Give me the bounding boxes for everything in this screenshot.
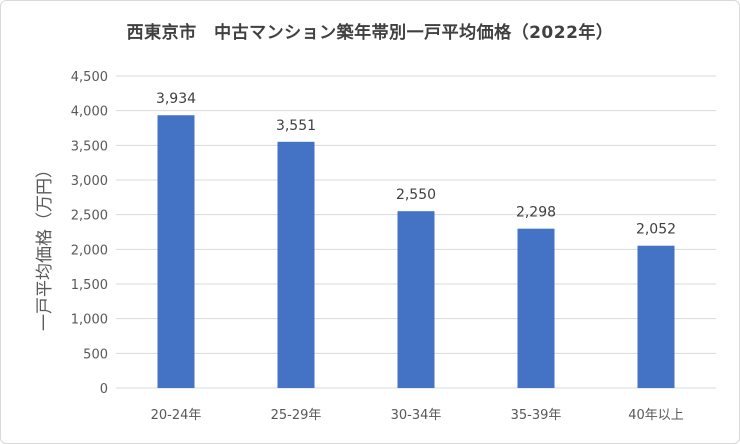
- x-tick-label: 35-39年: [511, 408, 562, 423]
- y-tick-label: 1,500: [71, 278, 108, 293]
- x-tick-label: 20-24年: [151, 408, 202, 423]
- x-tick-label: 40年以上: [628, 408, 684, 423]
- y-tick-label: 2,500: [71, 209, 108, 224]
- x-tick-label: 30-34年: [391, 408, 442, 423]
- data-label: 3,934: [156, 91, 196, 107]
- y-tick-label: 0: [100, 382, 108, 397]
- data-label: 2,550: [396, 187, 436, 203]
- y-tick-label: 2,000: [71, 243, 108, 258]
- bar: [277, 141, 315, 388]
- x-tick-label: 25-29年: [271, 408, 322, 423]
- bars: [157, 115, 675, 388]
- chart-title: 西東京市 中古マンション築年帯別一戸平均価格（2022年）: [126, 23, 614, 43]
- y-tick-label: 500: [83, 347, 108, 362]
- data-labels: 3,934 3,551 2,550 2,298 2,052: [156, 91, 676, 237]
- y-tick-label: 1,000: [71, 313, 108, 328]
- y-tick-label: 3,500: [71, 139, 108, 154]
- data-label: 2,052: [636, 222, 676, 238]
- bar: [517, 228, 555, 388]
- y-tick-label: 3,000: [71, 174, 108, 189]
- data-label: 2,298: [516, 205, 556, 221]
- y-axis-label: 一戸平均価格（万円）: [35, 161, 55, 331]
- x-axis-ticks: 20-24年 25-29年 30-34年 35-39年 40年以上: [151, 408, 684, 423]
- data-label: 3,551: [276, 118, 316, 134]
- bar: [397, 211, 435, 388]
- y-axis-ticks: 0 500 1,000 1,500 2,000 2,500 3,000 3,500 4,000 4…: [71, 70, 108, 397]
- y-tick-label: 4,500: [71, 70, 108, 85]
- bar: [637, 245, 675, 388]
- y-tick-label: 4,000: [71, 105, 108, 120]
- bar: [157, 115, 195, 388]
